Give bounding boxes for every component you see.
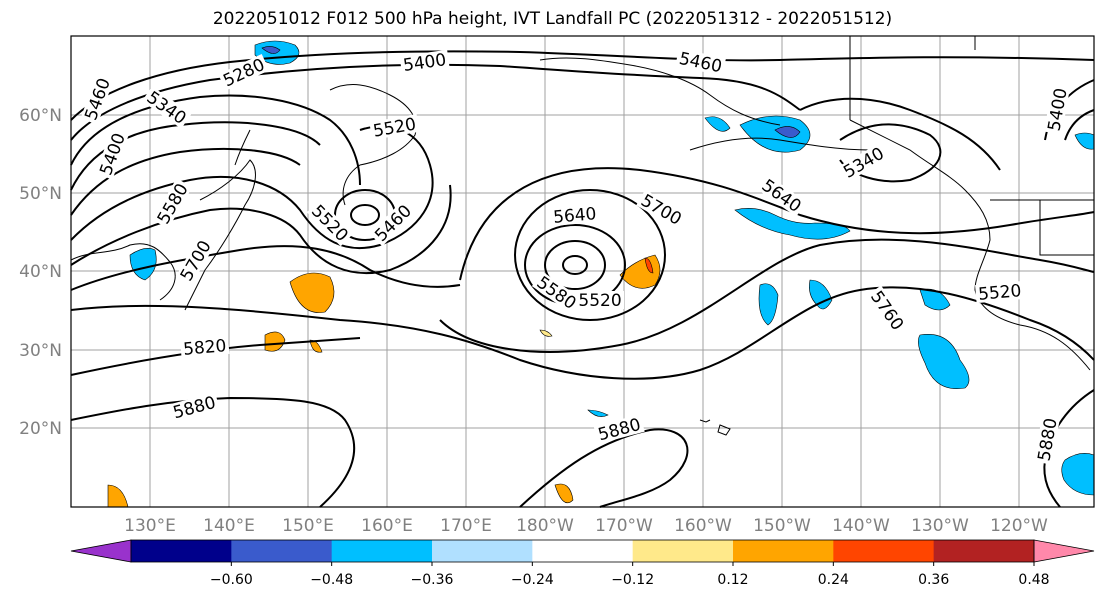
contour-value-text: 5820 — [182, 336, 227, 360]
colorbar-segment — [632, 540, 734, 562]
ivt-shaded-region — [539, 329, 553, 337]
longitude-label: 150°E — [282, 516, 334, 536]
colorbar-segment — [532, 540, 634, 562]
contour-label: 5640 — [550, 203, 600, 228]
longitude-label: 130°W — [911, 516, 969, 536]
ivt-shaded-region — [644, 257, 654, 274]
colorbar-segment — [432, 540, 533, 562]
latitude-labels: 60°N 50°N 40°N 30°N 20°N — [19, 106, 62, 439]
longitude-label: 170°W — [595, 516, 653, 536]
contour-label: 5820 — [180, 335, 230, 360]
ivt-shaded-region — [739, 115, 811, 153]
latitude-label: 50°N — [19, 184, 62, 204]
longitude-label: 140°W — [832, 516, 890, 536]
colorbar-segment — [933, 540, 1035, 562]
contour-value-text: 5640 — [552, 204, 597, 228]
colorbar-tick-label: 0.12 — [717, 572, 748, 588]
colorbar-tick-label: 0.24 — [818, 572, 849, 588]
ivt-shaded-region — [587, 409, 609, 417]
longitude-label: 130°E — [124, 516, 176, 536]
contour-value-text: 5520 — [977, 281, 1022, 305]
ivt-shaded-region — [264, 331, 286, 352]
ivt-shaded-region — [289, 272, 335, 313]
height-contours — [70, 50, 1095, 508]
latitude-label: 60°N — [19, 106, 62, 126]
colorbar-extend-low — [70, 539, 132, 563]
ivt-shaded-region — [1061, 453, 1095, 496]
colorbar: −0.60 −0.48 −0.36 −0.24 −0.12 0.12 0.24 0.36 0.4… — [70, 539, 1095, 588]
longitude-label: 180°W — [516, 516, 574, 536]
colorbar-tick-label: −0.36 — [411, 572, 454, 588]
contour-label: 5520 — [576, 291, 624, 311]
longitude-label: 150°W — [753, 516, 811, 536]
colorbar-tick-label: −0.12 — [611, 572, 654, 588]
longitude-label: 140°E — [203, 516, 255, 536]
ivt-shaded-region — [554, 483, 574, 504]
latitude-label: 30°N — [19, 341, 62, 361]
colorbar-segment — [331, 540, 433, 562]
colorbar-tick-label: 0.36 — [918, 572, 949, 588]
longitude-labels: 130°E 140°E 150°E 160°E 170°E 180°W 170°W 160°W… — [124, 516, 1048, 536]
colorbar-segment — [733, 540, 834, 562]
map-frame — [70, 35, 1095, 508]
longitude-label: 170°E — [440, 516, 492, 536]
latitude-label: 40°N — [19, 262, 62, 282]
ivt-shaded-region — [918, 333, 970, 390]
colorbar-segment — [131, 540, 232, 562]
colorbar-tick-label: 0.48 — [1018, 572, 1049, 588]
longitude-label: 120°W — [990, 516, 1048, 536]
colorbar-tick-label: −0.48 — [310, 572, 353, 588]
colorbar-tick-label: −0.24 — [511, 572, 554, 588]
contour-value-text: 5520 — [578, 291, 621, 311]
longitude-label: 160°E — [361, 516, 413, 536]
ivt-shaded-region — [774, 126, 801, 138]
colorbar-segment — [231, 540, 333, 562]
contour-label: 5520 — [975, 280, 1025, 305]
map-title: 2022051012 F012 500 hPa height, IVT Land… — [212, 9, 893, 29]
longitude-label: 160°W — [674, 516, 732, 536]
colorbar-tick-label: −0.60 — [210, 572, 253, 588]
ivt-shaded-region — [261, 46, 281, 54]
coastlines — [70, 36, 1094, 436]
ivt-shaded-region — [919, 288, 951, 311]
ivt-shaded-region — [809, 279, 833, 310]
colorbar-extend-high — [1033, 539, 1095, 563]
ivt-shaded-region — [758, 283, 779, 326]
latitude-label: 20°N — [19, 419, 62, 439]
contour-label: 5460 — [675, 48, 726, 77]
colorbar-segment — [833, 540, 935, 562]
ivt-shaded-region — [704, 116, 731, 132]
